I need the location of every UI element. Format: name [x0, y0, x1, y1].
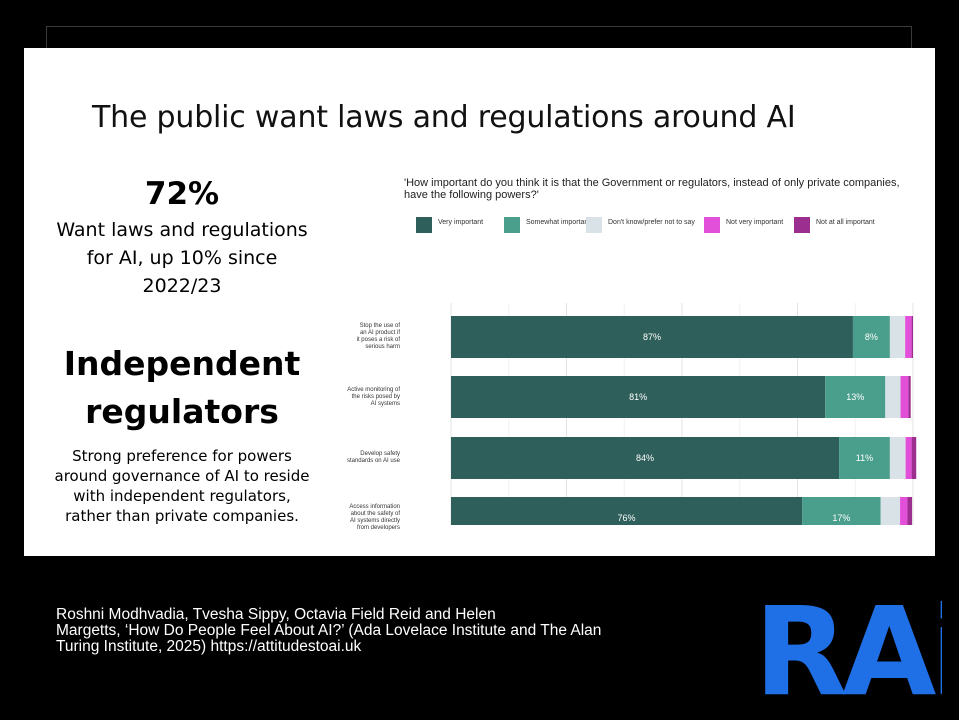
category-label-line: from developers: [356, 525, 400, 531]
legend-label: Very important: [438, 219, 484, 226]
bar-value-label: 76%: [618, 513, 636, 523]
bar-value-label: 84%: [636, 453, 654, 463]
bar-segment: [839, 437, 890, 479]
citation: Roshni Modhvadia, Tvesha Sippy, Octavia …: [56, 607, 716, 655]
category-label-line: the risks posed by: [351, 393, 400, 400]
bar-segment: [880, 497, 901, 525]
bar-segment: [451, 376, 826, 418]
stat-line-1: Want laws and regulations: [56, 219, 308, 241]
legend-swatch: [704, 217, 720, 233]
bar-segment: [451, 497, 803, 525]
bar-segment: [911, 316, 913, 358]
desc-line-4: rather than private companies.: [65, 507, 299, 525]
legend-swatch: [586, 217, 602, 233]
regulators-description: Strong preference for powers around gove…: [34, 446, 330, 526]
citation-line-2: Margetts, ‘How Do People Feel About AI?’…: [56, 622, 602, 639]
category-label-line: AI systems directly: [349, 518, 400, 524]
category-label-line: Develop safety: [360, 451, 400, 457]
legend-label: Don't know/prefer not to say: [608, 219, 695, 226]
logo-text: RAi: [754, 581, 942, 706]
left-column: 72% Want laws and regulations for AI, up…: [34, 176, 330, 526]
category-label-line: standards on AI use: [346, 458, 400, 464]
legend-swatch: [794, 217, 810, 233]
category-label-line: AI systems: [370, 400, 400, 407]
bar-segment: [885, 376, 901, 418]
slide: The public want laws and regulations aro…: [24, 48, 935, 556]
legend-label: Not at all important: [816, 219, 875, 226]
stat-line-2: for AI, up 10% since: [86, 247, 278, 269]
desc-line-1: Strong preference for powers: [72, 447, 292, 465]
stat-description: Want laws and regulations for AI, up 10%…: [34, 216, 330, 300]
bar-value-label: 87%: [643, 332, 661, 342]
desc-line-2: around governance of AI to reside: [54, 467, 310, 485]
bar-segment: [900, 376, 909, 418]
legend-swatch: [416, 217, 432, 233]
heading-line-1: Independent: [63, 344, 301, 383]
category-label-line: an AI product if: [359, 330, 400, 336]
bar-segment: [852, 316, 890, 358]
category-label: Stop the use of an AI product if it poses …: [332, 323, 400, 351]
slide-title: The public want laws and regulations aro…: [92, 100, 796, 135]
bar-segment: [451, 316, 853, 358]
stat-line-3: 2022/23: [142, 275, 222, 297]
independent-regulators-heading: Independent regulators: [34, 340, 330, 436]
legend-label: Not very important: [726, 219, 784, 226]
category-label-line: Active monitoring of: [347, 386, 400, 393]
heading-line-2: regulators: [85, 392, 279, 431]
bar-segment: [451, 437, 840, 479]
bar-segment: [802, 497, 881, 525]
category-label-line: it poses a risk of: [356, 337, 400, 343]
category-label: Active monitoring of the risks posed by AI…: [332, 387, 400, 408]
category-label-line: Access information: [349, 504, 400, 510]
legend-label: Somewhat important: [526, 219, 591, 226]
category-label-line: about the safety of: [350, 511, 400, 517]
citation-line-3: Turing Institute, 2025) https://attitude…: [56, 638, 362, 655]
bar-segment: [907, 497, 913, 525]
rai-logo: RAi: [754, 581, 942, 706]
legend-swatch: [504, 217, 520, 233]
top-frame: [46, 26, 912, 56]
bar-segment: [825, 376, 886, 418]
stat-number: 72%: [144, 176, 220, 212]
chart-question: 'How important do you think it is that t…: [404, 177, 900, 201]
category-label: Access information about the safety of AI …: [332, 504, 400, 532]
bar-segment: [900, 497, 908, 525]
bar-segment: [889, 316, 906, 358]
bar-segment: [905, 316, 912, 358]
bar-value-label: 11%: [856, 453, 873, 463]
category-label-line: Stop the use of: [359, 323, 400, 329]
bar-value-label: 81%: [629, 392, 647, 402]
category-label: Develop safety standards on AI use: [332, 451, 400, 465]
bar-value-label: 8%: [865, 332, 878, 342]
category-label-line: serious harm: [365, 344, 400, 350]
chart-plot: 0%25%50%75%100%87%8%81%13%84%11%76%17%: [450, 303, 917, 525]
bar-segment: [905, 437, 912, 479]
bar-segment: [889, 437, 906, 479]
bar-value-label: 13%: [846, 392, 864, 402]
citation-line-1: Roshni Modhvadia, Tvesha Sippy, Octavia …: [56, 606, 496, 623]
stacked-bar-chart: 'How important do you think it is that t…: [324, 175, 924, 531]
desc-line-3: with independent regulators,: [73, 487, 291, 505]
bar-segment: [911, 437, 917, 479]
bar-segment: [908, 376, 911, 418]
bar-value-label: 17%: [832, 513, 850, 523]
